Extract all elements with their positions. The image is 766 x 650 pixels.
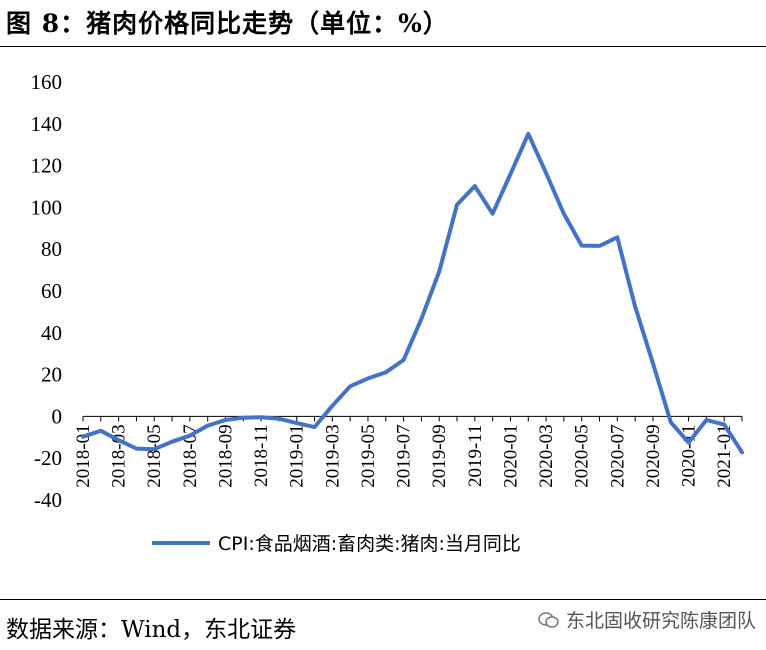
data-point <box>615 235 619 239</box>
data-point <box>669 420 673 424</box>
x-tick-label: 2018-07 <box>180 424 201 487</box>
data-point <box>313 425 317 429</box>
y-tick-label: 100 <box>31 195 63 219</box>
data-point <box>188 434 192 438</box>
y-tick-label: 80 <box>41 237 62 261</box>
legend: CPI:食品烟酒:畜肉类:猪肉:当月同比 <box>152 533 521 555</box>
data-point <box>277 417 281 421</box>
data-point <box>455 203 459 207</box>
data-point <box>491 212 495 216</box>
data-point <box>81 435 85 439</box>
y-axis-labels: -40 -20 0 20 40 60 80 100 120 140 160 <box>31 70 63 512</box>
y-tick-label: 60 <box>41 279 62 303</box>
x-tick-label: 2018-11 <box>251 424 272 487</box>
y-tick-label: 0 <box>52 404 63 428</box>
data-point <box>722 423 726 427</box>
top-rule <box>0 46 766 47</box>
x-tick-label: 2020-03 <box>536 424 557 487</box>
x-tick-label: 2020-01 <box>500 424 521 487</box>
y-tick-label: -40 <box>34 488 62 512</box>
x-tick-label: 2019-07 <box>394 424 415 487</box>
bottom-rule <box>0 599 766 600</box>
data-point <box>348 384 352 388</box>
x-tick-label: 2020-05 <box>572 424 593 487</box>
series-points <box>81 132 744 455</box>
data-point <box>330 404 334 408</box>
x-tick-label: 2020-09 <box>643 424 664 487</box>
data-point <box>598 244 602 248</box>
data-point <box>223 418 227 422</box>
data-point <box>259 415 263 419</box>
data-point <box>170 440 174 444</box>
data-point <box>704 418 708 422</box>
x-tick-label: 2018-01 <box>73 424 94 487</box>
data-point <box>687 441 691 445</box>
data-point <box>295 421 299 425</box>
x-tick-label: 2019-01 <box>287 424 308 487</box>
y-tick-label: 160 <box>31 70 63 94</box>
data-point <box>206 424 210 428</box>
data-point <box>241 416 245 420</box>
data-point <box>402 358 406 362</box>
data-point <box>473 184 477 188</box>
x-tick-label: 2021-01 <box>714 424 735 487</box>
data-point <box>651 361 655 365</box>
chart-title: 图 8：猪肉价格同比走势（单位：%） <box>6 9 449 38</box>
y-tick-label: -20 <box>34 446 62 470</box>
data-point <box>580 244 584 248</box>
data-point <box>526 132 530 136</box>
wechat-icon <box>538 611 559 628</box>
data-point <box>437 270 441 274</box>
x-tick-label: 2019-09 <box>429 424 450 487</box>
data-point <box>633 304 637 308</box>
data-point <box>508 172 512 176</box>
x-axis-labels: 2018-01 2018-03 2018-05 2018-07 2018-09 2018-… <box>73 424 735 487</box>
y-tick-label: 20 <box>41 363 62 387</box>
x-tick-label: 2019-03 <box>322 424 343 487</box>
watermark-text: 东北固收研究陈康团队 <box>565 610 756 632</box>
y-tick-label: 140 <box>31 112 63 136</box>
y-tick-label: 40 <box>41 321 62 345</box>
data-point <box>117 438 121 442</box>
x-tick-label: 2019-05 <box>358 424 379 487</box>
data-point <box>99 429 103 433</box>
x-tick-label: 2018-05 <box>144 424 165 487</box>
data-point <box>366 376 370 380</box>
x-axis-ticks <box>82 416 743 422</box>
data-point <box>134 447 138 451</box>
data-point <box>740 450 744 454</box>
series-line-pork-cpi <box>81 131 744 455</box>
data-point <box>544 171 548 175</box>
data-point <box>562 212 566 216</box>
x-tick-label: 2020-07 <box>607 424 628 487</box>
y-tick-label: 120 <box>31 154 63 178</box>
x-tick-label: 2019-11 <box>465 424 486 487</box>
x-tick-label: 2018-09 <box>215 424 236 487</box>
x-tick-label: 2018-03 <box>109 424 130 487</box>
watermark: 东北固收研究陈康团队 <box>538 606 756 633</box>
legend-label: CPI:食品烟酒:畜肉类:猪肉:当月同比 <box>218 533 521 555</box>
data-point <box>152 447 156 451</box>
source-note: 数据来源：Wind，东北证券 <box>6 617 297 643</box>
data-point <box>419 317 423 321</box>
data-point <box>384 370 388 374</box>
